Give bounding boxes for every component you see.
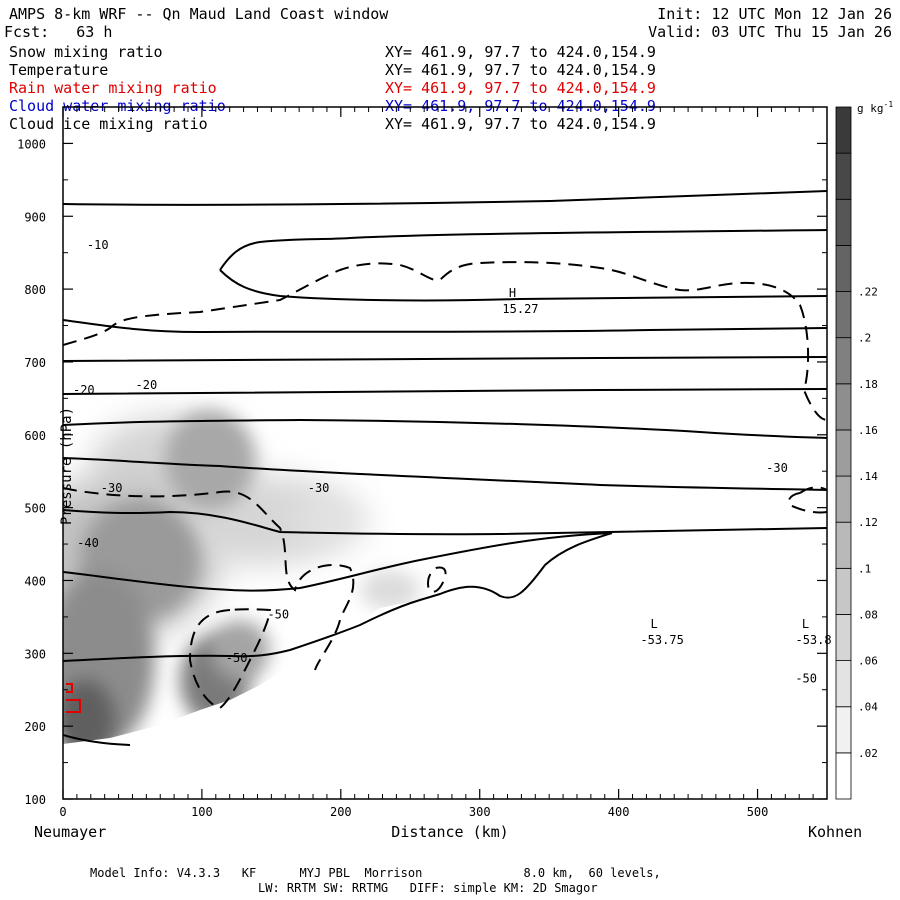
x-axis-label: Distance (km) [391,823,508,841]
temperature-contours [63,190,827,746]
colorbar-swatch [835,660,852,708]
temperature-label: -30 [308,481,330,495]
colorbar-swatch [835,706,852,754]
legend-xy: XY= 461.9, 97.7 to 424.0,154.9 [385,61,656,79]
colorbar-unit: g kg-1 [857,100,893,115]
colorbar-tick-label: .04 [858,701,878,714]
x-tick-label: 100 [191,805,213,819]
colorbar-swatch [835,475,852,523]
y-tick-label: 700 [24,356,46,370]
extremum-kind: L [651,617,658,631]
temperature-label-text: -30 [308,481,330,495]
x-end-label: Kohnen [808,823,862,841]
colorbar-tick-label: .22 [858,286,878,299]
temperature-label: -50 [226,651,248,665]
colorbar-tick-label: .16 [858,424,878,437]
temperature-label: -50 [795,671,817,685]
temperature-label-text: -20 [136,378,158,392]
extremum-value: -53.75 [640,633,683,647]
y-tick-label: 900 [24,210,46,224]
legend-label: Cloud ice mixing ratio [9,115,208,133]
colorbar-swatch [835,337,852,385]
legend-label: Snow mixing ratio [9,43,163,61]
temperature-label: -30 [766,461,788,475]
temperature-label: -20 [73,383,95,397]
colorbar-swatch [835,244,852,292]
colorbar-tick-label: .2 [858,332,871,345]
temperature-label-text: -30 [101,481,123,495]
colorbar-swatch [835,152,852,200]
temperature-label-text: -50 [226,651,248,665]
extremum-kind: L [802,617,809,631]
temperature-label: -10 [87,238,109,252]
colorbar-tick-label: .14 [858,470,878,483]
temperature-label: -50 [267,607,289,621]
colorbar-swatch [835,752,852,800]
temperature-label-text: -20 [73,383,95,397]
rain-water-contour [66,683,81,713]
model-info-line1: Model Info: V4.3.3 KF MYJ PBL Morrison 8… [90,866,661,880]
extremum-kind: H [509,286,516,300]
chart-title: AMPS 8-km WRF -- Qn Maud Land Coast wind… [9,5,389,23]
contour-labels: -50 -50 -50 -40 -30 -30 -30 -20 -20 -10 L -53.75 L -5… [73,238,832,685]
model-info-line2: LW: RRTM SW: RRTMG DIFF: simple KM: 2D S… [258,881,598,895]
y-tick-label: 100 [24,793,46,807]
colorbar-swatch [835,429,852,477]
legend-xy: XY= 461.9, 97.7 to 424.0,154.9 [385,97,656,115]
x-tick-label: 200 [330,805,352,819]
x-start-label: Neumayer [34,823,106,841]
y-tick-label: 200 [24,720,46,734]
y-tick-label: 800 [24,283,46,297]
forecast-hour: Fcst: 63 h [4,23,113,41]
axes: 0 100 200 300 400 500 100 200 300 400 500 600 700 800… [17,107,827,819]
colorbar-swatch [835,198,852,246]
colorbar: .02 .04 .06 .08 .1 .12 .14 .16 .18 .2 .22 [835,106,878,800]
colorbar-swatch [835,291,852,339]
extremum-value: 15.27 [502,302,538,316]
colorbar-swatch [835,383,852,431]
colorbar-swatch [835,106,852,154]
y-tick-label: 300 [24,647,46,661]
temperature-label-text: -50 [267,607,289,621]
colorbar-swatch [835,614,852,662]
temperature-label-text: -50 [795,671,817,685]
extremum-value: -53.8 [795,633,831,647]
colorbar-tick-label: .02 [858,747,878,760]
temperature-label: -40 [77,536,99,550]
temperature-label: -20 [136,378,158,392]
y-tick-label: 600 [24,429,46,443]
cloud-ice-contours [63,261,827,710]
snow-mixing-ratio-shading [63,410,827,799]
temperature-label-text: -40 [77,536,99,550]
x-tick-label: 0 [59,805,66,819]
y-tick-label: 500 [24,502,46,516]
x-tick-label: 400 [608,805,630,819]
legend-label: Rain water mixing ratio [9,79,217,97]
legend-label: Cloud water mixing ratio [9,97,226,115]
colorbar-swatch [835,567,852,615]
temperature-label: -30 [101,481,123,495]
x-tick-label: 500 [747,805,769,819]
valid-time: Valid: 03 UTC Thu 15 Jan 26 [648,23,892,41]
colorbar-swatch [835,521,852,569]
y-axis-label: Pressure (hPa) [59,407,75,525]
legend-label: Temperature [9,61,109,79]
y-tick-label: 1000 [17,137,46,151]
colorbar-tick-label: .18 [858,378,878,391]
temperature-label-text: -10 [87,238,109,252]
x-tick-label: 300 [469,805,491,819]
colorbar-tick-label: .1 [858,562,871,575]
colorbar-tick-label: .08 [858,608,878,621]
legend-xy: XY= 461.9, 97.7 to 424.0,154.9 [385,43,656,61]
plot-frame [62,106,828,800]
legend-xy: XY= 461.9, 97.7 to 424.0,154.9 [385,79,656,97]
y-tick-label: 400 [24,574,46,588]
colorbar-tick-label: .12 [858,516,878,529]
legend-xy: XY= 461.9, 97.7 to 424.0,154.9 [385,115,656,133]
temperature-label-text: -30 [766,461,788,475]
colorbar-tick-label: .06 [858,655,878,668]
init-time: Init: 12 UTC Mon 12 Jan 26 [657,5,892,23]
